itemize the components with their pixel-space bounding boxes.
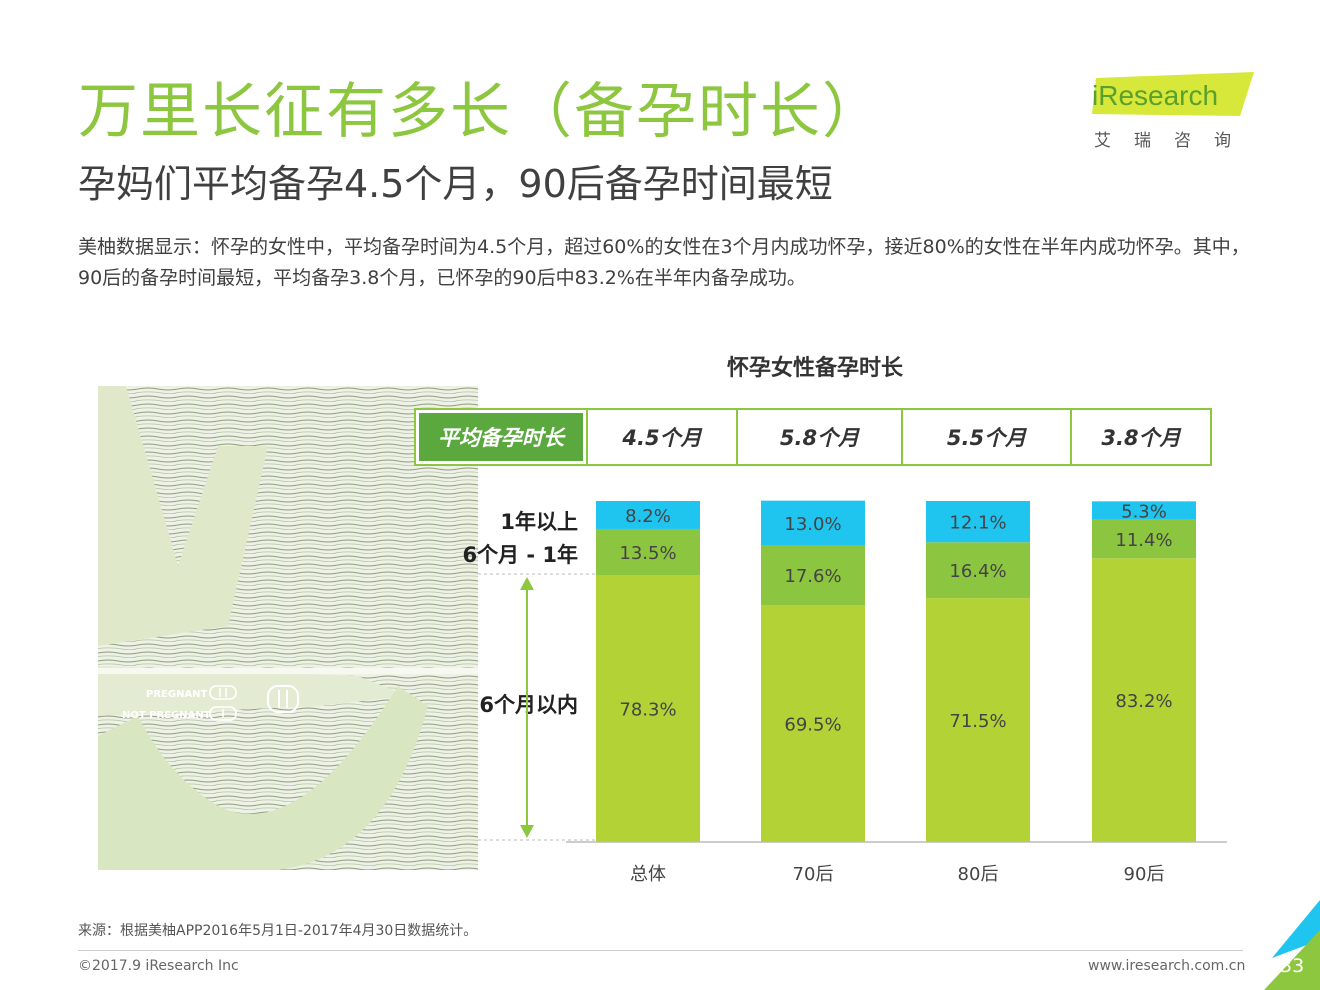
bar-segment-six-to-twelve xyxy=(761,544,865,606)
bar-segment-six-to-twelve xyxy=(596,528,700,575)
chart-title: 怀孕女性备孕时长 xyxy=(726,356,903,381)
illustration-art: PREGNANT NOT PREGNANT xyxy=(98,386,478,870)
bar-segment-within-six xyxy=(596,574,700,842)
average-duration-80s: 5.5个月 xyxy=(901,410,1070,464)
x-tick-label: 80后 xyxy=(958,864,999,885)
page-number: 33 xyxy=(1280,955,1305,977)
not-pregnant-label: NOT PREGNANT xyxy=(122,710,211,721)
page-description: 美柚数据显示：怀孕的女性中，平均备孕时间为4.5个月，超过60%的女性在3个月内… xyxy=(78,236,1250,289)
x-tick-label: 总体 xyxy=(630,864,666,885)
iresearch-logo: iResearch 艾瑞咨询 xyxy=(1090,70,1258,154)
data-label-six-to-twelve: 17.6% xyxy=(784,566,841,587)
page-subtitle: 孕妈们平均备孕4.5个月，90后备孕时间最短 xyxy=(78,162,833,206)
data-label-over-one-year: 5.3% xyxy=(1121,501,1167,522)
footer-divider xyxy=(78,950,1243,951)
data-label-within-six: 83.2% xyxy=(1115,691,1172,712)
data-label-within-six: 71.5% xyxy=(949,711,1006,732)
data-label-over-one-year: 13.0% xyxy=(784,514,841,535)
source-note: 来源：根据美柚APP2016年5月1日-2017年4月30日数据统计。 xyxy=(78,923,478,939)
data-label-six-to-twelve: 16.4% xyxy=(949,561,1006,582)
average-duration-table: 平均备孕时长 4.5个月 5.8个月 5.5个月 3.8个月 xyxy=(414,408,1212,466)
bar-segment-six-to-twelve xyxy=(926,542,1030,599)
range-arrow-down-head xyxy=(520,825,534,838)
average-duration-overall: 4.5个月 xyxy=(586,410,736,464)
data-label-over-one-year: 8.2% xyxy=(625,506,671,527)
website-link[interactable]: www.iresearch.com.cn xyxy=(1088,958,1246,974)
page-title: 万里长征有多长（备孕时长） xyxy=(78,77,884,147)
bar-segment-over-one-year xyxy=(1092,501,1196,520)
bar-segment-over-one-year xyxy=(596,501,700,529)
data-label-over-one-year: 12.1% xyxy=(949,513,1006,534)
x-tick-label: 70后 xyxy=(793,864,834,885)
logo-brand-text: iResearch xyxy=(1092,80,1219,111)
band-label-within-six: 6个月以内 xyxy=(479,693,578,717)
average-duration-70s: 5.8个月 xyxy=(736,410,901,464)
copyright-text: ©2017.9 iResearch Inc xyxy=(78,958,239,974)
data-label-within-six: 69.5% xyxy=(784,715,841,736)
data-label-six-to-twelve: 11.4% xyxy=(1115,530,1172,551)
bar-segment-within-six xyxy=(761,605,865,842)
pregnancy-test-illustration: PREGNANT NOT PREGNANT xyxy=(98,386,478,870)
range-arrow-up-head xyxy=(520,577,534,590)
logo-sub-text: 艾瑞咨询 xyxy=(1094,131,1254,151)
average-duration-90s: 3.8个月 xyxy=(1070,410,1210,464)
band-label-six-to-twelve: 6个月 - 1年 xyxy=(462,543,578,567)
x-tick-label: 90后 xyxy=(1124,864,1165,885)
bar-segment-six-to-twelve xyxy=(1092,519,1196,559)
logo-banner-shape xyxy=(1092,72,1254,116)
bar-segment-over-one-year xyxy=(926,501,1030,543)
bar-segment-within-six xyxy=(926,598,1030,842)
bar-segment-within-six xyxy=(1092,558,1196,842)
data-label-within-six: 78.3% xyxy=(619,699,676,720)
bar-segment-over-one-year xyxy=(761,500,865,545)
corner-decoration xyxy=(1264,900,1320,990)
data-label-six-to-twelve: 13.5% xyxy=(619,543,676,564)
average-duration-header: 平均备孕时长 xyxy=(416,410,586,464)
band-label-over-one-year: 1年以上 xyxy=(500,510,578,534)
pregnant-label: PREGNANT xyxy=(146,689,208,700)
